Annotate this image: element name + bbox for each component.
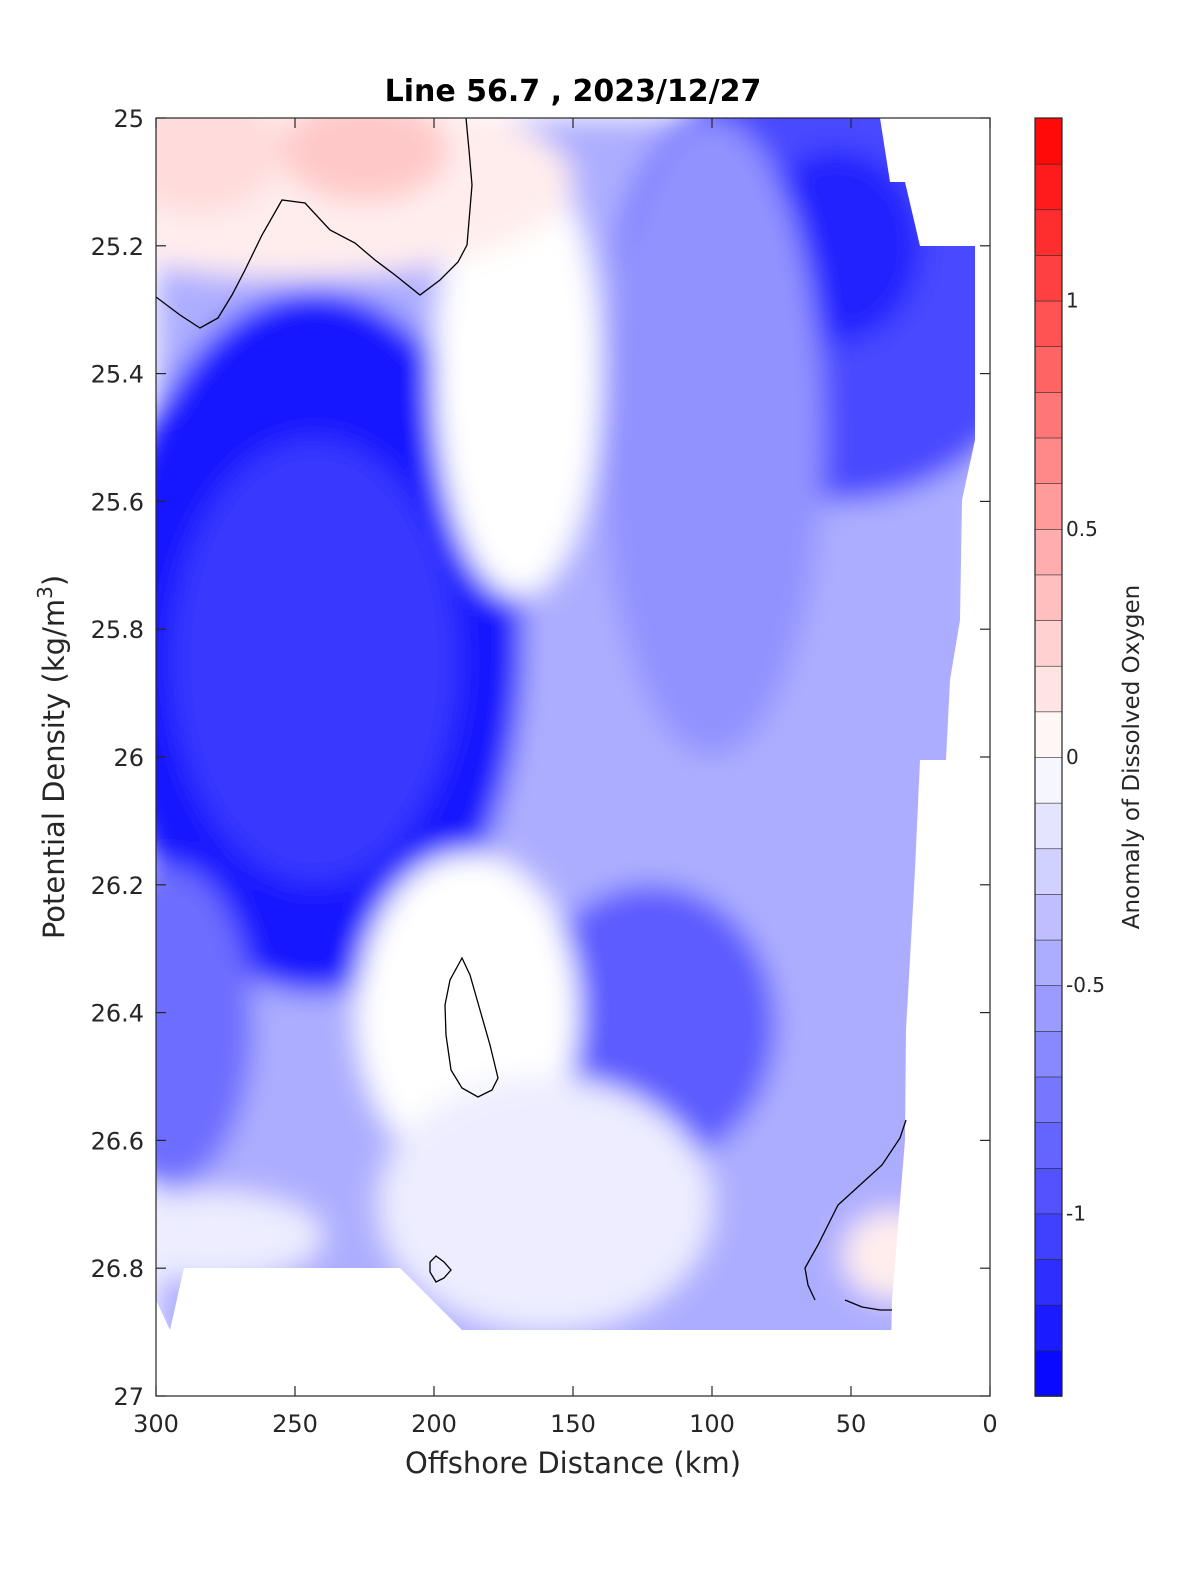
colorbar-segment-8 — [1034, 984, 1063, 1032]
zero-contour-line-bottom-right-2 — [844, 1299, 892, 1311]
colorbar-segment-20 — [1034, 437, 1063, 484]
y-axis-label-close: ) — [37, 575, 71, 586]
colorbar-tick-label-1: 1 — [1066, 289, 1079, 313]
colorbar-segment-10 — [1034, 893, 1063, 941]
no-data-mask-bottom — [156, 1268, 990, 1396]
y-tick-label-26.8: 26.8 — [91, 1255, 144, 1283]
colorbar-label: Anomaly of Dissolved Oxygen — [1119, 585, 1145, 930]
field-blob-14 — [156, 1191, 323, 1281]
field-blob-5 — [156, 865, 254, 1186]
colorbar-segment-16 — [1034, 619, 1063, 667]
y-tick-label-26.6: 26.6 — [91, 1127, 144, 1155]
x-tick-label-200: 200 — [411, 1410, 457, 1438]
colorbar-segment-13 — [1034, 756, 1063, 804]
y-tick-label-25.8: 25.8 — [91, 616, 144, 644]
no-data-masks — [156, 118, 990, 1396]
x-tick-label-150: 150 — [550, 1410, 596, 1438]
x-tick-label-0: 0 — [982, 1410, 997, 1438]
x-axis-label: Offshore Distance (km) — [405, 1446, 741, 1480]
plot-area — [156, 118, 990, 1396]
field-blob-6 — [600, 118, 824, 757]
x-tick-label-250: 250 — [272, 1410, 318, 1438]
colorbar-segment-19 — [1034, 482, 1063, 530]
y-axis-label-main: Potential Density (kg/m — [37, 599, 71, 939]
y-tick-label-25.6: 25.6 — [91, 488, 144, 516]
colorbar-segment-0 — [1034, 1350, 1063, 1397]
y-tick-label-26: 26 — [113, 744, 144, 772]
colorbar-segment-4 — [1034, 1167, 1063, 1215]
field-blob-7 — [434, 149, 601, 598]
zero-contour-loop-200km — [444, 956, 499, 1098]
colorbar-tick-label-0.5: 0.5 — [1066, 517, 1098, 541]
x-tick-label-50: 50 — [836, 1410, 867, 1438]
colorbar-segment-17 — [1034, 574, 1063, 621]
y-tick-label-26.2: 26.2 — [91, 872, 144, 900]
colorbar-segment-15 — [1034, 665, 1063, 713]
y-tick-label-25: 25 — [113, 105, 144, 133]
zero-contour-line-top-left — [156, 118, 473, 329]
field-blob-9 — [378, 1076, 712, 1333]
colorbar-segment-1 — [1034, 1304, 1063, 1352]
colorbar-frame — [1034, 117, 1063, 1397]
y-tick-label-25.2: 25.2 — [91, 233, 144, 261]
zero-contour-line-bottom-right — [804, 1119, 907, 1301]
colorbar-segment-26 — [1034, 163, 1063, 211]
colorbar-ticks: 1 0.5 0 -0.5 -1 — [1066, 289, 1105, 1226]
colorbar-segment-7 — [1034, 1030, 1063, 1078]
y-axis-label: Potential Density (kg/m3) — [33, 575, 71, 939]
zero-contours — [156, 118, 907, 1311]
colorbar-segment-3 — [1034, 1213, 1063, 1260]
colorbar — [1034, 117, 1063, 1397]
y-axis: 25 25.2 25.4 25.6 25.8 26 26.2 26.4 26.6 26.8 27 — [91, 105, 990, 1411]
colorbar-segment-21 — [1034, 391, 1063, 439]
field-blob-1 — [169, 437, 460, 885]
colorbar-segment-18 — [1034, 528, 1063, 576]
y-tick-label-25.4: 25.4 — [91, 361, 144, 389]
no-data-mask-upper-right — [880, 118, 990, 246]
anomaly-field — [156, 118, 990, 1396]
colorbar-segment-2 — [1034, 1258, 1063, 1306]
x-tick-label-300: 300 — [133, 1410, 179, 1438]
chart-title: Line 56.7 , 2023/12/27 — [385, 74, 762, 109]
colorbar-segment-11 — [1034, 847, 1063, 895]
y-axis-label-superscript: 3 — [33, 586, 57, 599]
x-tick-label-100: 100 — [689, 1410, 735, 1438]
colorbar-tick-label--1: -1 — [1066, 1201, 1086, 1225]
x-axis: 300 250 200 150 100 50 0 — [133, 118, 998, 1438]
colorbar-segment-14 — [1034, 711, 1063, 758]
y-tick-label-26.4: 26.4 — [91, 1000, 144, 1028]
colorbar-segment-23 — [1034, 300, 1063, 348]
no-data-mask-right — [890, 246, 990, 1396]
colorbar-segment-5 — [1034, 1121, 1063, 1169]
colorbar-segment-9 — [1034, 939, 1063, 987]
colorbar-tick-label-0: 0 — [1066, 745, 1079, 769]
field-blob-12 — [156, 118, 282, 214]
colorbar-segment-22 — [1034, 345, 1063, 393]
colorbar-segment-25 — [1034, 208, 1063, 256]
y-tick-label-27: 27 — [113, 1383, 144, 1411]
colorbar-segment-12 — [1034, 802, 1063, 850]
field-blob-11 — [281, 118, 448, 202]
colorbar-segment-27 — [1034, 117, 1063, 165]
colorbar-segment-24 — [1034, 254, 1063, 302]
colorbar-tick-label--0.5: -0.5 — [1066, 973, 1105, 997]
zero-contour-small-loop — [429, 1255, 452, 1283]
colorbar-segment-6 — [1034, 1076, 1063, 1123]
